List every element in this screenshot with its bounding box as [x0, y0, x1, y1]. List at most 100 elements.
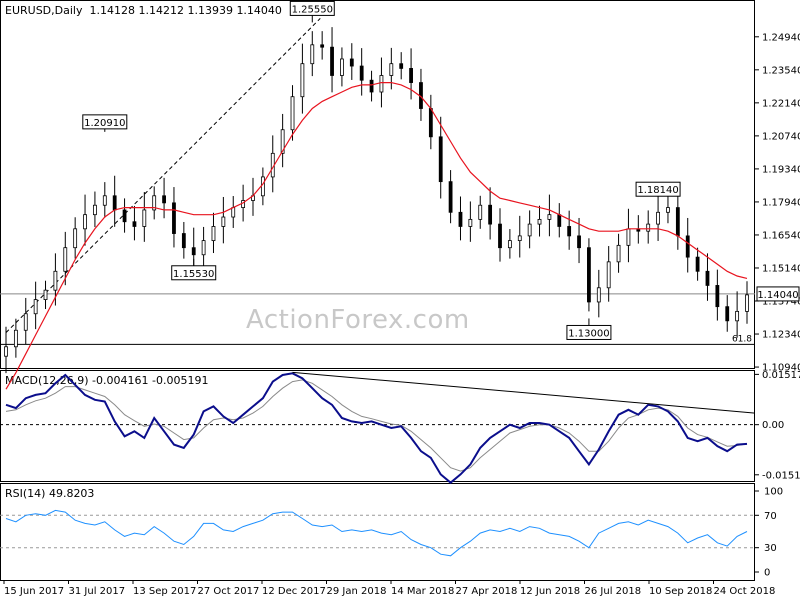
- candle-body: [330, 46, 334, 76]
- moving-average-line: [5, 81, 748, 390]
- candle-body: [577, 235, 581, 249]
- macd-tick-label: 0.015178: [762, 370, 800, 381]
- rsi-tick-label: 100: [764, 487, 783, 498]
- x-tick-label: 27 Oct 2017: [198, 586, 260, 597]
- candle-body: [606, 261, 611, 289]
- rsi-title: RSI(14) 49.8203: [5, 487, 95, 500]
- candle-body: [438, 136, 443, 183]
- price-tick-label: 1.15140: [762, 263, 800, 274]
- ohlc-values: 1.14128 1.14212 1.13939 1.14040: [89, 4, 282, 17]
- current-price-tag: [756, 286, 800, 302]
- candle-body: [379, 75, 384, 93]
- candle-body: [587, 247, 591, 303]
- candle-body: [359, 65, 364, 81]
- candle-body: [23, 313, 28, 331]
- candle-body: [231, 207, 236, 218]
- candle-body: [656, 211, 660, 225]
- candle-body: [53, 270, 58, 291]
- candle-body: [73, 228, 78, 249]
- candle-body: [191, 247, 196, 256]
- price-tick-label: 1.17940: [762, 197, 800, 208]
- annotation-box: [171, 265, 217, 281]
- rsi-tick-label: 30: [764, 543, 777, 554]
- macd-line: [5, 372, 748, 485]
- candle-body: [280, 129, 285, 154]
- candle-body: [616, 244, 621, 263]
- candle-body: [428, 108, 433, 138]
- price-tick-label: 1.10940: [762, 363, 800, 374]
- macd-pane: [0, 371, 756, 485]
- candle-body: [132, 221, 137, 227]
- candle-body: [458, 211, 463, 227]
- candle-body: [112, 195, 117, 211]
- candle-body: [300, 63, 305, 98]
- candle-body: [725, 306, 730, 322]
- candle-body: [260, 176, 265, 197]
- symbol-timeframe: EURUSD,Daily: [5, 4, 83, 17]
- x-tick-label: 26 Jul 2018: [585, 586, 642, 597]
- x-tick-label: 10 Sep 2018: [649, 586, 712, 597]
- candle-body: [349, 58, 354, 67]
- candle-body: [567, 226, 572, 237]
- x-tick-label: 12 Jun 2018: [520, 586, 580, 597]
- annotation-box: [289, 0, 335, 16]
- macd-trendline: [292, 371, 756, 414]
- candle-body: [448, 181, 453, 213]
- candle-body: [33, 299, 38, 315]
- macd-pane-frame: [0, 370, 755, 482]
- candle-body: [93, 204, 97, 216]
- price-tick-label: 1.20740: [762, 131, 800, 142]
- annotation-label: 1.20910: [84, 118, 125, 129]
- macd-tick-label: 0.00: [762, 420, 784, 431]
- candle-body: [172, 202, 176, 234]
- candle-body: [557, 214, 562, 227]
- candle-body: [478, 204, 483, 220]
- candle-body: [468, 218, 473, 227]
- fib-level-label: 61.8: [732, 334, 752, 344]
- annotation-label: 1.18140: [637, 185, 678, 196]
- current-price-label: 1.14040: [757, 290, 798, 301]
- rsi-line: [5, 509, 748, 557]
- candle-body: [399, 63, 404, 69]
- price-tick-label: 1.16540: [762, 230, 800, 241]
- candle-body: [666, 207, 670, 213]
- candle-body: [201, 240, 206, 256]
- rsi-pane: [0, 509, 755, 557]
- price-tick-label: 1.22140: [762, 98, 800, 109]
- candle-body: [685, 235, 690, 258]
- candle-body: [369, 79, 374, 93]
- rsi-tick-label: 0: [764, 568, 770, 579]
- x-tick-label: 13 Sep 2017: [133, 586, 196, 597]
- candle-body: [537, 218, 542, 225]
- candle-body: [547, 214, 552, 220]
- price-tick-label: 1.13740: [762, 297, 800, 308]
- candle-body: [488, 204, 493, 225]
- watermark: ActionForex.com: [246, 305, 470, 335]
- price-tick-label: 1.12340: [762, 330, 800, 341]
- candle-body: [290, 96, 295, 131]
- price-tick-label: 1.24940: [762, 32, 800, 43]
- annotation-box: [635, 181, 681, 197]
- x-tick-label: 12 Dec 2017: [262, 586, 326, 597]
- x-tick-label: 29 Jan 2018: [327, 586, 387, 597]
- candle-body: [43, 289, 48, 300]
- candle-body: [745, 294, 749, 312]
- candle-body: [4, 346, 8, 357]
- price-tick-label: 1.19340: [762, 164, 800, 175]
- chart-header: EURUSD,Daily 1.14128 1.14212 1.13939 1.1…: [5, 4, 282, 17]
- pane-frames: [0, 0, 755, 581]
- candle-body: [221, 216, 226, 227]
- candle-body: [626, 228, 631, 246]
- candle-body: [320, 44, 325, 48]
- candle-body: [646, 223, 651, 232]
- annotation-box: [566, 324, 612, 340]
- x-tick-label: 24 Oct 2018: [714, 586, 776, 597]
- candle-body: [63, 247, 68, 272]
- candle-body: [102, 195, 107, 206]
- macd-tick-label: -0.015126: [762, 470, 800, 481]
- candle-body: [735, 310, 740, 322]
- candle-body: [162, 195, 166, 204]
- rsi-tick-label: 70: [764, 511, 777, 522]
- candle-body: [142, 209, 147, 227]
